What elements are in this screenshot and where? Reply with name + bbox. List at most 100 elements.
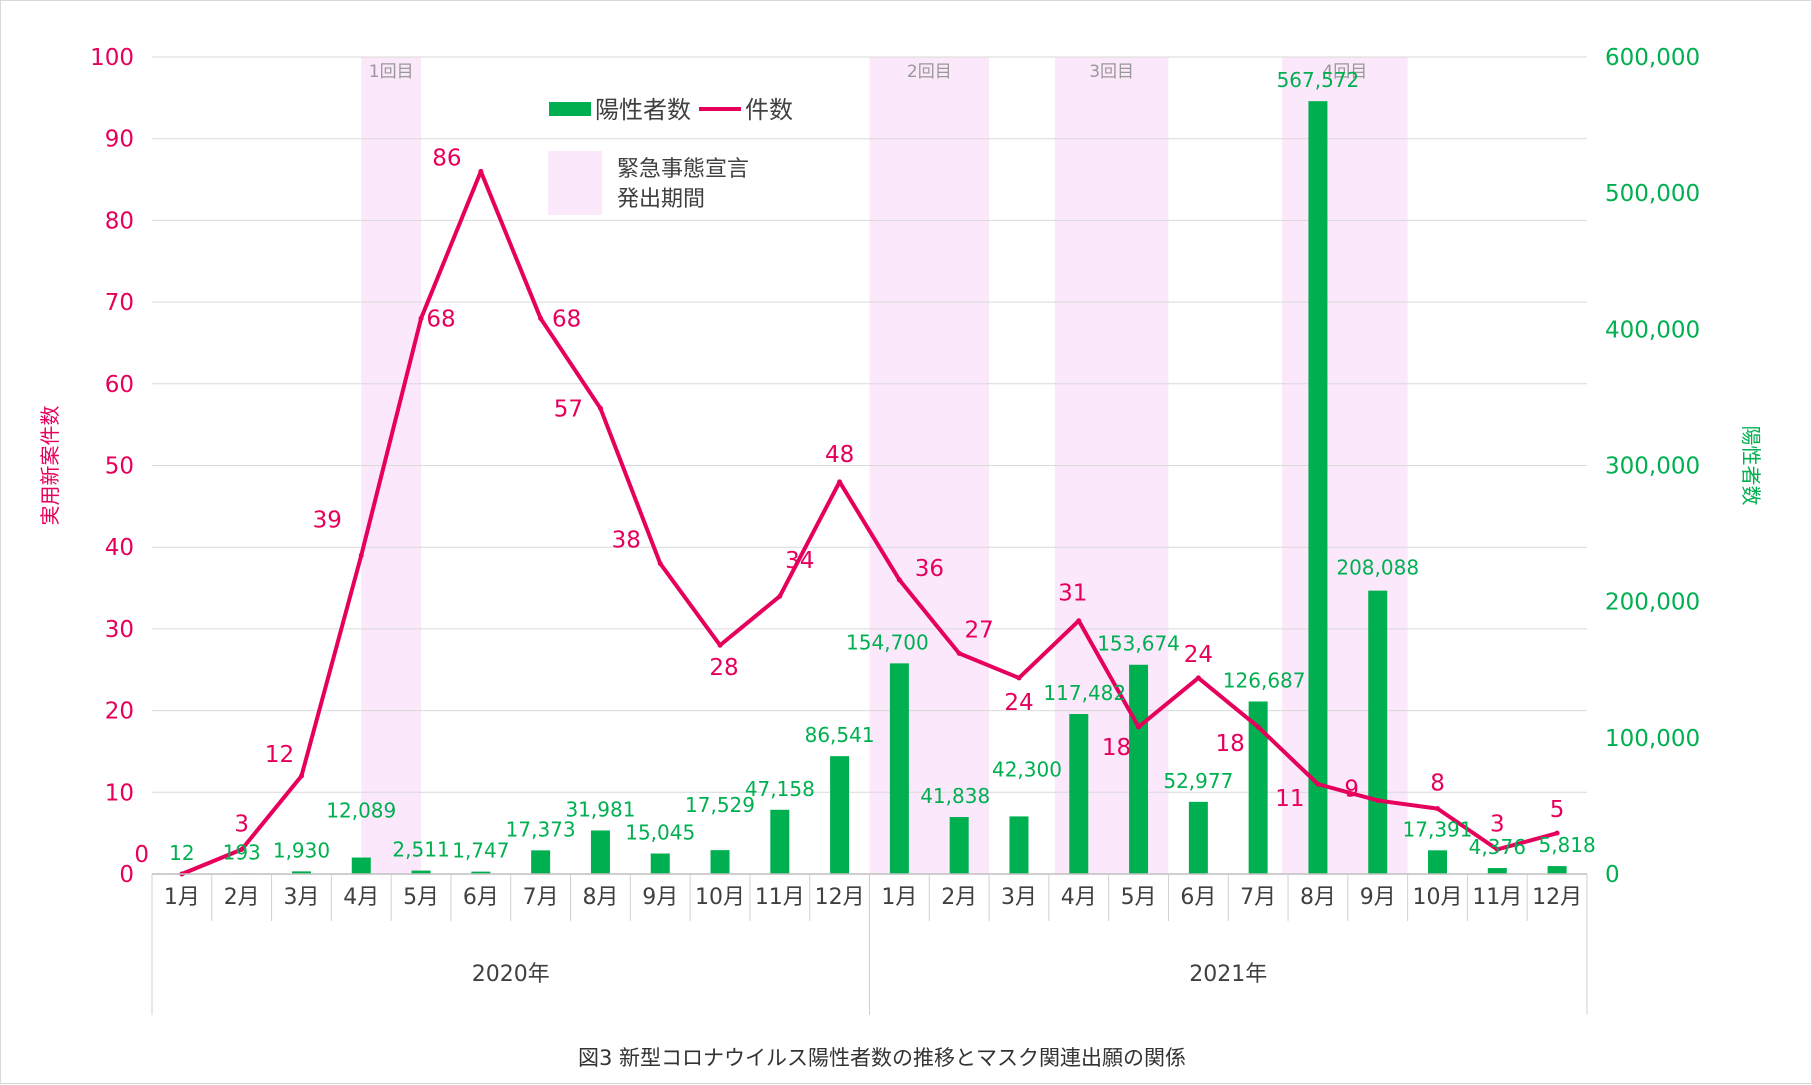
line-point <box>717 642 723 648</box>
line-value-label: 11 <box>1275 786 1304 812</box>
line-value-label: 86 <box>432 145 461 171</box>
line-value-label: 5 <box>1550 797 1565 823</box>
line-value-label: 9 <box>1344 776 1359 802</box>
line-value-label: 36 <box>915 556 944 582</box>
left-tick-label: 20 <box>105 699 134 725</box>
line-point <box>298 773 304 779</box>
bar-value-label: 117,482 <box>1043 681 1126 705</box>
bar-value-label: 1,930 <box>273 838 330 862</box>
line-point <box>1435 806 1441 812</box>
bar <box>1248 701 1268 874</box>
bar <box>830 756 850 874</box>
line-point <box>896 577 902 583</box>
month-label: 10月 <box>695 885 745 910</box>
axes: 01020304050607080901000100,000200,000300… <box>38 45 1763 1015</box>
bar <box>531 850 551 874</box>
line-value-label: 18 <box>1216 731 1245 757</box>
left-tick-label: 50 <box>105 454 134 480</box>
line-value-label: 68 <box>426 306 455 332</box>
bar-value-label: 2,511 <box>392 838 449 862</box>
period-label: 4回目 <box>1322 62 1367 82</box>
gridlines <box>152 56 1587 793</box>
month-label: 5月 <box>403 885 439 910</box>
line-value-label: 3 <box>234 811 249 837</box>
line-value-label: 34 <box>785 548 814 574</box>
bar-value-label: 42,300 <box>992 757 1062 781</box>
line-value-label: 48 <box>825 442 854 468</box>
legend-bar-swatch <box>549 102 591 116</box>
line-point <box>1016 675 1022 681</box>
line-point <box>358 552 364 558</box>
bar <box>949 817 969 874</box>
bar-value-label: 4,376 <box>1469 835 1526 859</box>
line-point <box>1076 618 1082 624</box>
line-value-label: 68 <box>552 306 581 332</box>
bar <box>889 663 909 874</box>
bar-value-label: 17,391 <box>1403 817 1473 841</box>
bar <box>1188 801 1208 874</box>
month-label: 5月 <box>1121 885 1157 910</box>
legend-bar-label: 陽性者数 <box>595 96 691 124</box>
line-path <box>181 169 1558 876</box>
month-label: 8月 <box>1300 885 1336 910</box>
line-value-label: 3 <box>1490 811 1505 837</box>
right-axis-title: 陽性者数 <box>1739 426 1763 506</box>
bar <box>590 830 610 874</box>
bar-value-label: 12 <box>169 841 194 865</box>
left-tick-label: 30 <box>105 617 134 643</box>
left-tick-label: 0 <box>119 862 134 888</box>
line-value-label: 24 <box>1004 690 1033 716</box>
month-label: 3月 <box>1001 885 1037 910</box>
month-label: 9月 <box>1360 885 1396 910</box>
line-value-label: 18 <box>1102 735 1131 761</box>
bar-value-label: 12,089 <box>326 799 396 823</box>
right-tick-label: 500,000 <box>1605 181 1700 207</box>
line-series <box>179 168 1560 877</box>
figure-caption: 図3 新型コロナウイルス陽性者数の推移とマスク関連出願の関係 <box>578 1046 1186 1070</box>
line-value-label: 38 <box>612 528 641 554</box>
line-value-label: 27 <box>965 617 994 643</box>
month-label: 4月 <box>343 885 379 910</box>
line-point <box>597 405 603 411</box>
month-label: 11月 <box>755 885 805 910</box>
bar-value-label: 41,838 <box>920 784 990 808</box>
line-value-label: 39 <box>313 507 342 533</box>
line-point <box>418 315 424 321</box>
bar-value-label: 193 <box>223 841 261 865</box>
left-tick-label: 80 <box>105 208 134 234</box>
month-label: 6月 <box>1180 885 1216 910</box>
month-label: 8月 <box>582 885 618 910</box>
bar <box>1368 590 1388 874</box>
bar-value-label: 567,572 <box>1277 68 1360 92</box>
line-value-label: 12 <box>265 742 294 768</box>
period-label: 3回目 <box>1089 62 1134 82</box>
line-point <box>538 315 544 321</box>
bar <box>1428 850 1448 874</box>
year-label: 2020年 <box>472 962 550 987</box>
bar <box>471 871 491 874</box>
year-label: 2021年 <box>1189 962 1267 987</box>
month-label: 11月 <box>1472 885 1522 910</box>
line-value-label: 31 <box>1058 581 1087 607</box>
month-label: 2月 <box>941 885 977 910</box>
line-point <box>1375 797 1381 803</box>
left-tick-label: 90 <box>105 127 134 153</box>
line-point <box>837 479 843 485</box>
bar <box>1547 866 1567 874</box>
bar-value-label: 153,674 <box>1097 632 1180 656</box>
bar-value-label: 5,818 <box>1538 833 1595 857</box>
right-tick-label: 0 <box>1605 862 1620 888</box>
right-tick-label: 400,000 <box>1605 317 1700 343</box>
bar <box>650 853 670 874</box>
left-tick-label: 10 <box>105 780 134 806</box>
bar <box>1069 714 1089 874</box>
bar-value-label: 52,977 <box>1163 769 1233 793</box>
bar-series <box>172 101 1567 874</box>
line-value-label: 8 <box>1430 771 1445 797</box>
month-label: 1月 <box>164 885 200 910</box>
bar-value-label: 15,045 <box>625 821 695 845</box>
month-label: 3月 <box>283 885 319 910</box>
